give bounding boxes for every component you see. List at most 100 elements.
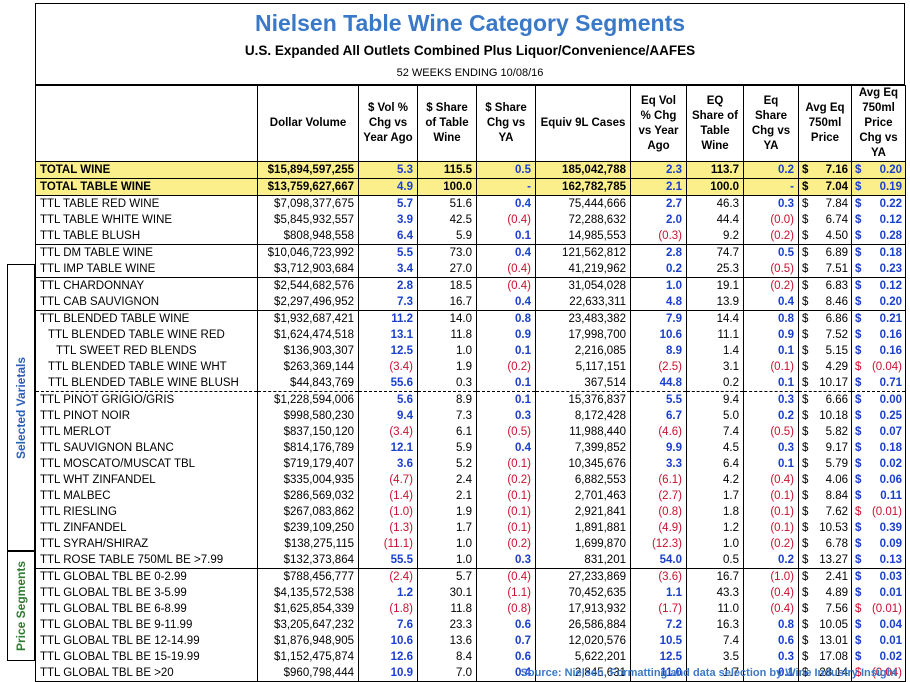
price-change-cell: $0.18 <box>851 440 906 456</box>
cell-value: 28.14 <box>819 666 848 679</box>
avg-price-cell: $7.51 <box>798 261 852 278</box>
data-cell: 0.3 <box>743 440 799 456</box>
currency-symbol: $ <box>802 295 809 308</box>
price-change-cell: $0.16 <box>851 343 906 359</box>
data-cell: 9.9 <box>630 440 687 456</box>
data-cell: (0.8) <box>630 504 687 520</box>
data-cell: 0.6 <box>476 617 536 633</box>
data-cell: (0.4) <box>476 261 536 278</box>
currency-symbol: $ <box>855 246 862 259</box>
currency-symbol: $ <box>802 393 809 406</box>
currency-symbol: $ <box>855 618 862 631</box>
data-cell: 0.1 <box>743 456 799 472</box>
currency-symbol: $ <box>855 312 862 325</box>
currency-symbol: $ <box>855 457 862 470</box>
data-cell: (1.7) <box>630 601 687 617</box>
price-change-cell: $0.12 <box>851 277 906 294</box>
data-cell: (2.5) <box>630 359 687 375</box>
selected-varietals-label: Selected Varietals <box>14 356 28 459</box>
cell-value: 7.16 <box>825 163 848 176</box>
table-row: TTL TABLE BLUSH $808,948,558 6.4 5.9 0.1 14,9… <box>35 228 906 245</box>
segment-name: TTL TABLE RED WINE <box>35 195 258 212</box>
avg-price-cell: $10.53 <box>798 520 852 536</box>
table-row: TTL MALBEC $286,569,032 (1.4) 2.1 (0.1) 2,701… <box>35 488 906 504</box>
table-row: TTL DM TABLE WINE $10,046,723,992 5.5 73.0 0… <box>35 244 906 261</box>
price-change-cell: $0.06 <box>851 472 906 488</box>
data-cell: (1.0) <box>358 504 418 520</box>
report-subtitle: U.S. Expanded All Outlets Combined Plus … <box>244 43 696 58</box>
column-header: $ Vol % Chg vs Year Ago <box>358 85 418 162</box>
data-cell: 10.5 <box>630 633 687 649</box>
data-cell: 11.2 <box>358 310 418 327</box>
data-cell: 0.4 <box>476 294 536 311</box>
data-cell: 4.5 <box>686 440 744 456</box>
currency-symbol: $ <box>802 457 809 470</box>
data-cell: $10,046,723,992 <box>257 244 359 261</box>
currency-symbol: $ <box>855 650 862 663</box>
currency-symbol: $ <box>802 312 809 325</box>
column-header: Eq Share Chg vs YA <box>743 85 799 162</box>
data-cell: $3,205,647,232 <box>257 617 359 633</box>
price-change-cell: $0.01 <box>851 633 906 649</box>
data-cell: 43.3 <box>686 585 744 601</box>
data-cell: 14.4 <box>686 310 744 327</box>
currency-symbol: $ <box>855 570 862 583</box>
currency-symbol: $ <box>802 163 809 176</box>
data-cell: (0.1) <box>476 488 536 504</box>
segment-name: TTL PINOT GRIGIO/GRIS <box>35 391 258 408</box>
data-cell: 8.9 <box>630 343 687 359</box>
data-cell: $3,712,903,684 <box>257 261 359 278</box>
data-cell: 0.1 <box>743 343 799 359</box>
data-cell: 0.3 <box>743 391 799 408</box>
period-label: 52 WEEKS ENDING 10/08/16 <box>396 67 544 79</box>
currency-symbol: $ <box>855 586 862 599</box>
table-row: TOTAL TABLE WINE $13,759,627,667 4.9 100.0-… <box>35 178 906 196</box>
cell-value: 0.18 <box>879 246 902 259</box>
cell-value: 4.89 <box>825 586 848 599</box>
currency-symbol: $ <box>855 666 862 679</box>
avg-price-cell: $4.29 <box>798 359 852 375</box>
table-row: TTL WHT ZINFANDEL $335,004,935 (4.7) 2.4 (0.… <box>35 472 906 488</box>
data-cell: 7,399,852 <box>535 440 631 456</box>
data-cell: (0.1) <box>743 520 799 536</box>
cell-value: 0.20 <box>879 163 902 176</box>
table-row: TTL BLENDED TABLE WINE RED $1,624,474,518… <box>35 327 906 343</box>
segment-name: TTL GLOBAL TBL BE 12-14.99 <box>35 633 258 649</box>
data-cell: 0.6 <box>743 633 799 649</box>
currency-symbol: $ <box>855 393 862 406</box>
data-cell: 13.9 <box>686 294 744 311</box>
currency-symbol: $ <box>802 473 809 486</box>
price-change-cell: $0.28 <box>851 228 906 245</box>
data-cell: 72,288,632 <box>535 212 631 228</box>
table-row: TTL BLENDED TABLE WINE BLUSH $44,843,769 5… <box>35 375 906 392</box>
currency-symbol: $ <box>802 376 809 389</box>
cell-value: 0.22 <box>879 197 902 210</box>
data-cell: 7.4 <box>686 633 744 649</box>
table-row: TTL BLENDED TABLE WINE $1,932,687,421 11.2… <box>35 310 906 327</box>
data-cell: 46.3 <box>686 195 744 212</box>
cell-value: 0.11 <box>880 489 902 502</box>
data-cell: 2.4 <box>417 472 477 488</box>
avg-price-cell: $7.84 <box>798 195 852 212</box>
cell-value: 0.20 <box>879 295 902 308</box>
data-cell: 6.1 <box>417 424 477 440</box>
data-cell: 0.4 <box>476 440 536 456</box>
cell-value: (0.04) <box>871 360 902 373</box>
currency-symbol: $ <box>802 553 809 566</box>
data-cell: $1,876,948,905 <box>257 633 359 649</box>
cell-value: 0.16 <box>879 328 902 341</box>
table-row: TTL MERLOT $837,150,120 (3.4) 6.1 (0.5) 11,98… <box>35 424 906 440</box>
currency-symbol: $ <box>802 262 809 275</box>
segment-name: TTL IMP TABLE WINE <box>35 261 258 278</box>
segment-name: TTL BLENDED TABLE WINE BLUSH <box>35 375 258 392</box>
data-cell: 10.6 <box>630 327 687 343</box>
data-cell: 6.7 <box>630 408 687 424</box>
data-cell: 7.0 <box>417 665 477 682</box>
data-cell: 5.9 <box>417 228 477 245</box>
segment-name: TTL CHARDONNAY <box>35 277 258 294</box>
data-cell: 11.1 <box>686 327 744 343</box>
column-header: EQ Share of Table Wine <box>686 85 744 162</box>
data-cell: 0.1 <box>743 665 799 682</box>
data-cell: $335,004,935 <box>257 472 359 488</box>
data-cell: 0.8 <box>476 310 536 327</box>
